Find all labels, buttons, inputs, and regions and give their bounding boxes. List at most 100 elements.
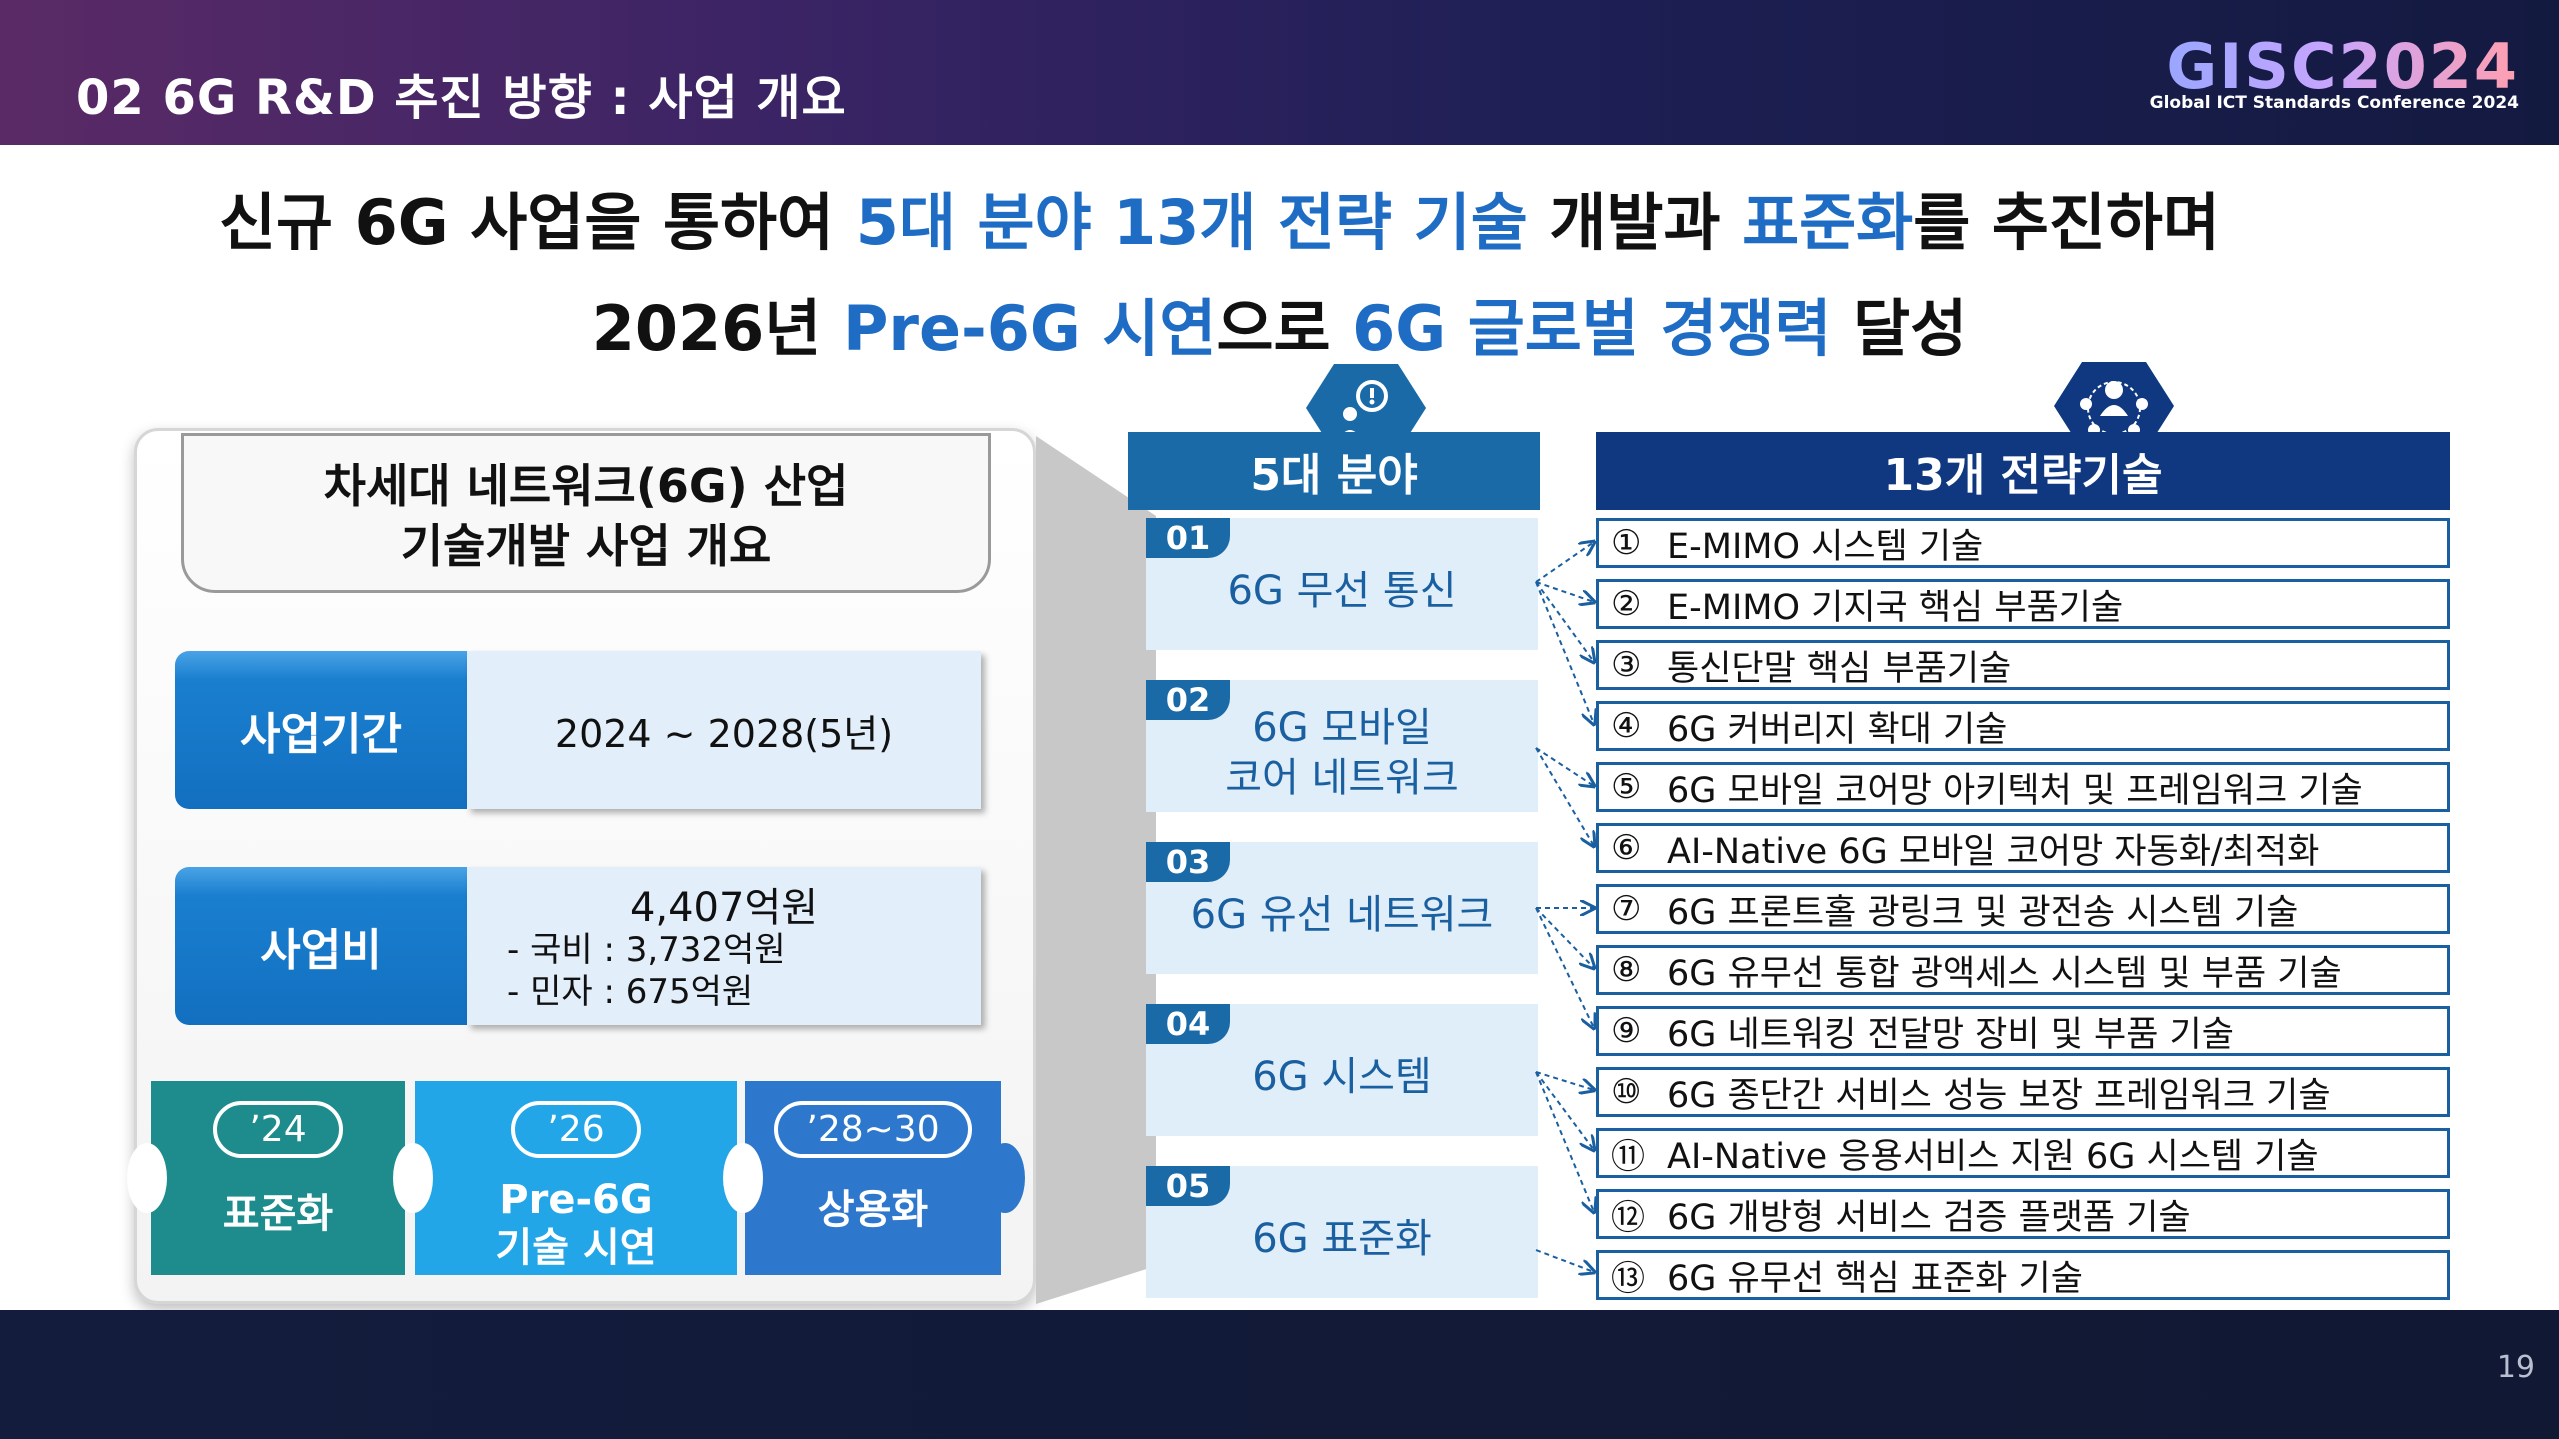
tech-number: ④: [1611, 706, 1642, 746]
headline-text: 으로: [1216, 292, 1353, 365]
roadmap-piece-commercial: ’28~30 상용화: [723, 1081, 1025, 1275]
field-item: 6G 시스템 04: [1146, 1004, 1538, 1136]
tech-item: ① E-MIMO 시스템 기술: [1596, 518, 2450, 568]
headline-text: 달성: [1831, 292, 1968, 365]
cost-label: 사업비: [175, 867, 467, 1025]
headline-highlight: 5대 분야 13개 전략 기술: [855, 186, 1528, 259]
tech-item: ⑥ AI-Native 6G 모바일 코어망 자동화/최적화: [1596, 823, 2450, 873]
field-label-line: 6G 시스템: [1252, 1054, 1432, 1100]
tech-label: 6G 네트워킹 전달망 장비 및 부품 기술: [1667, 1014, 2234, 1055]
roadmap-piece-standardization: ’24 표준화: [127, 1081, 405, 1275]
field-label-line: 6G 모바일: [1252, 705, 1432, 751]
field-number: 02: [1146, 680, 1230, 720]
tech-number: ⑨: [1611, 1011, 1642, 1051]
roadmap-piece-demo: ’26 Pre-6G 기술 시연: [393, 1081, 737, 1275]
field-number: 03: [1146, 842, 1230, 882]
tech-label: 6G 개방형 서비스 검증 플랫폼 기술: [1667, 1197, 2191, 1238]
period-value: 2024 ~ 2028(5년): [467, 651, 981, 809]
tech-number: ⑦: [1611, 889, 1642, 929]
tech-number: ③: [1611, 645, 1642, 685]
tech-item: ⑫ 6G 개방형 서비스 검증 플랫폼 기술: [1596, 1189, 2450, 1239]
field-item: 6G 모바일 코어 네트워크 02: [1146, 680, 1538, 812]
field-item: 6G 유선 네트워크 03: [1146, 842, 1538, 974]
puzzle-knob: [127, 1143, 167, 1213]
field-label-line: 6G 표준화: [1252, 1216, 1432, 1262]
tech-number: ⑬: [1611, 1258, 1645, 1299]
tech-label: E-MIMO 시스템 기술: [1667, 526, 1984, 567]
field-label-line: 6G 유선 네트워크: [1190, 892, 1494, 938]
tech-label: 6G 커버리지 확대 기술: [1667, 709, 2008, 750]
puzzle-knob: [393, 1143, 433, 1213]
overview-title-line-2: 기술개발 사업 개요: [400, 519, 772, 573]
overview-title-box: 차세대 네트워크(6G) 산업 기술개발 사업 개요: [181, 433, 991, 593]
techs-header: 13개 전략기술: [1596, 432, 2450, 510]
tech-number: ⑧: [1611, 950, 1642, 990]
headline-highlight: Pre-6G 시연: [842, 292, 1217, 365]
tech-number: ⑩: [1611, 1072, 1642, 1112]
puzzle-knob: [723, 1143, 763, 1213]
cost-row: 사업비 4,407억원 - 국비 : 3,732억원 - 민자 : 675억원: [175, 867, 981, 1025]
tech-label: 6G 유무선 통합 광액세스 시스템 및 부품 기술: [1667, 953, 2342, 994]
headline-line-1: 신규 6G 사업을 통하여 5대 분야 13개 전략 기술 개발과 표준화를 추…: [0, 172, 2499, 262]
field-item: 6G 표준화 05: [1146, 1166, 1538, 1298]
footer-band: 19: [0, 1310, 2559, 1439]
tech-label: 통신단말 핵심 부품기술: [1667, 648, 2012, 689]
headline-text: 2026년: [591, 292, 843, 365]
field-label: 6G 표준화: [1146, 1166, 1538, 1298]
headline-highlight: 6G 글로벌 경쟁력: [1352, 292, 1832, 365]
panel-connector: [1036, 436, 1156, 1304]
network-people-icon: [2054, 362, 2174, 450]
field-label-line: 코어 네트워크: [1225, 755, 1459, 801]
period-label: 사업기간: [175, 651, 467, 809]
roadmap-label: 표준화: [222, 1191, 334, 1237]
roadmap-year: ’26: [511, 1101, 641, 1158]
mapping-arrows: [1535, 520, 1600, 1310]
overview-title-line-1: 차세대 네트워크(6G) 산업: [323, 459, 849, 513]
field-number: 05: [1146, 1166, 1230, 1206]
tech-label: 6G 모바일 코어망 아키텍처 및 프레임워크 기술: [1667, 770, 2363, 811]
logo-wordmark: GISC2024: [2166, 30, 2519, 103]
roadmap-label: 기술 시연: [495, 1225, 657, 1271]
period-row: 사업기간 2024 ~ 2028(5년): [175, 651, 981, 809]
tech-label: E-MIMO 기지국 핵심 부품기술: [1667, 587, 2124, 628]
field-number: 04: [1146, 1004, 1230, 1044]
tech-number: ①: [1611, 523, 1642, 563]
tech-number: ⑪: [1611, 1136, 1645, 1177]
logo-subtitle: Global ICT Standards Conference 2024: [2149, 93, 2519, 113]
roadmap-label: Pre-6G: [499, 1177, 653, 1223]
tech-label: 6G 종단간 서비스 성능 보장 프레임워크 기술: [1667, 1075, 2331, 1116]
field-item: 6G 무선 통신 01: [1146, 518, 1538, 650]
headline-text: 개발과: [1527, 186, 1743, 259]
field-label-line: 6G 무선 통신: [1227, 568, 1457, 614]
tech-item: ⑦ 6G 프론트홀 광링크 및 광전송 시스템 기술: [1596, 884, 2450, 934]
headline-highlight: 표준화: [1742, 186, 1914, 259]
cost-private: - 민자 : 675억원: [507, 972, 754, 1012]
roadmap-year: ’24: [213, 1101, 343, 1158]
tech-item: ⑩ 6G 종단간 서비스 성능 보장 프레임워크 기술: [1596, 1067, 2450, 1117]
tech-number: ⑤: [1611, 767, 1642, 807]
tech-number: ②: [1611, 584, 1642, 624]
cost-value: 4,407억원 - 국비 : 3,732억원 - 민자 : 675억원: [467, 867, 981, 1025]
cost-total: 4,407억원: [629, 885, 819, 931]
tech-label: AI-Native 응용서비스 지원 6G 시스템 기술: [1667, 1136, 2319, 1177]
tech-item: ⑪ AI-Native 응용서비스 지원 6G 시스템 기술: [1596, 1128, 2450, 1178]
tech-number: ⑫: [1611, 1197, 1645, 1238]
cost-detail: - 국비 : 3,732억원 - 민자 : 675억원: [507, 929, 786, 1013]
gisc-logo: GISC2024 Global ICT Standards Conference…: [2150, 30, 2519, 120]
puzzle-knob: [985, 1143, 1025, 1213]
tech-item: ⑬ 6G 유무선 핵심 표준화 기술: [1596, 1250, 2450, 1300]
section-title: 02 6G R&D 추진 방향 : 사업 개요: [76, 70, 847, 126]
tech-label: 6G 유무선 핵심 표준화 기술: [1667, 1258, 2083, 1299]
field-label: 6G 유선 네트워크: [1146, 842, 1538, 974]
field-label: 6G 모바일 코어 네트워크: [1146, 680, 1538, 812]
tech-item: ③ 통신단말 핵심 부품기술: [1596, 640, 2450, 690]
tech-item: ④ 6G 커버리지 확대 기술: [1596, 701, 2450, 751]
headline-text: 를 추진하며: [1913, 186, 2220, 259]
field-label: 6G 시스템: [1146, 1004, 1538, 1136]
cost-national: - 국비 : 3,732억원: [507, 930, 786, 970]
tech-item: ② E-MIMO 기지국 핵심 부품기술: [1596, 579, 2450, 629]
page-number: 19: [2496, 1350, 2535, 1385]
roadmap-label-block: Pre-6G 기술 시연: [415, 1176, 737, 1272]
tech-label: 6G 프론트홀 광링크 및 광전송 시스템 기술: [1667, 892, 2299, 933]
roadmap-year: ’28~30: [774, 1101, 972, 1158]
